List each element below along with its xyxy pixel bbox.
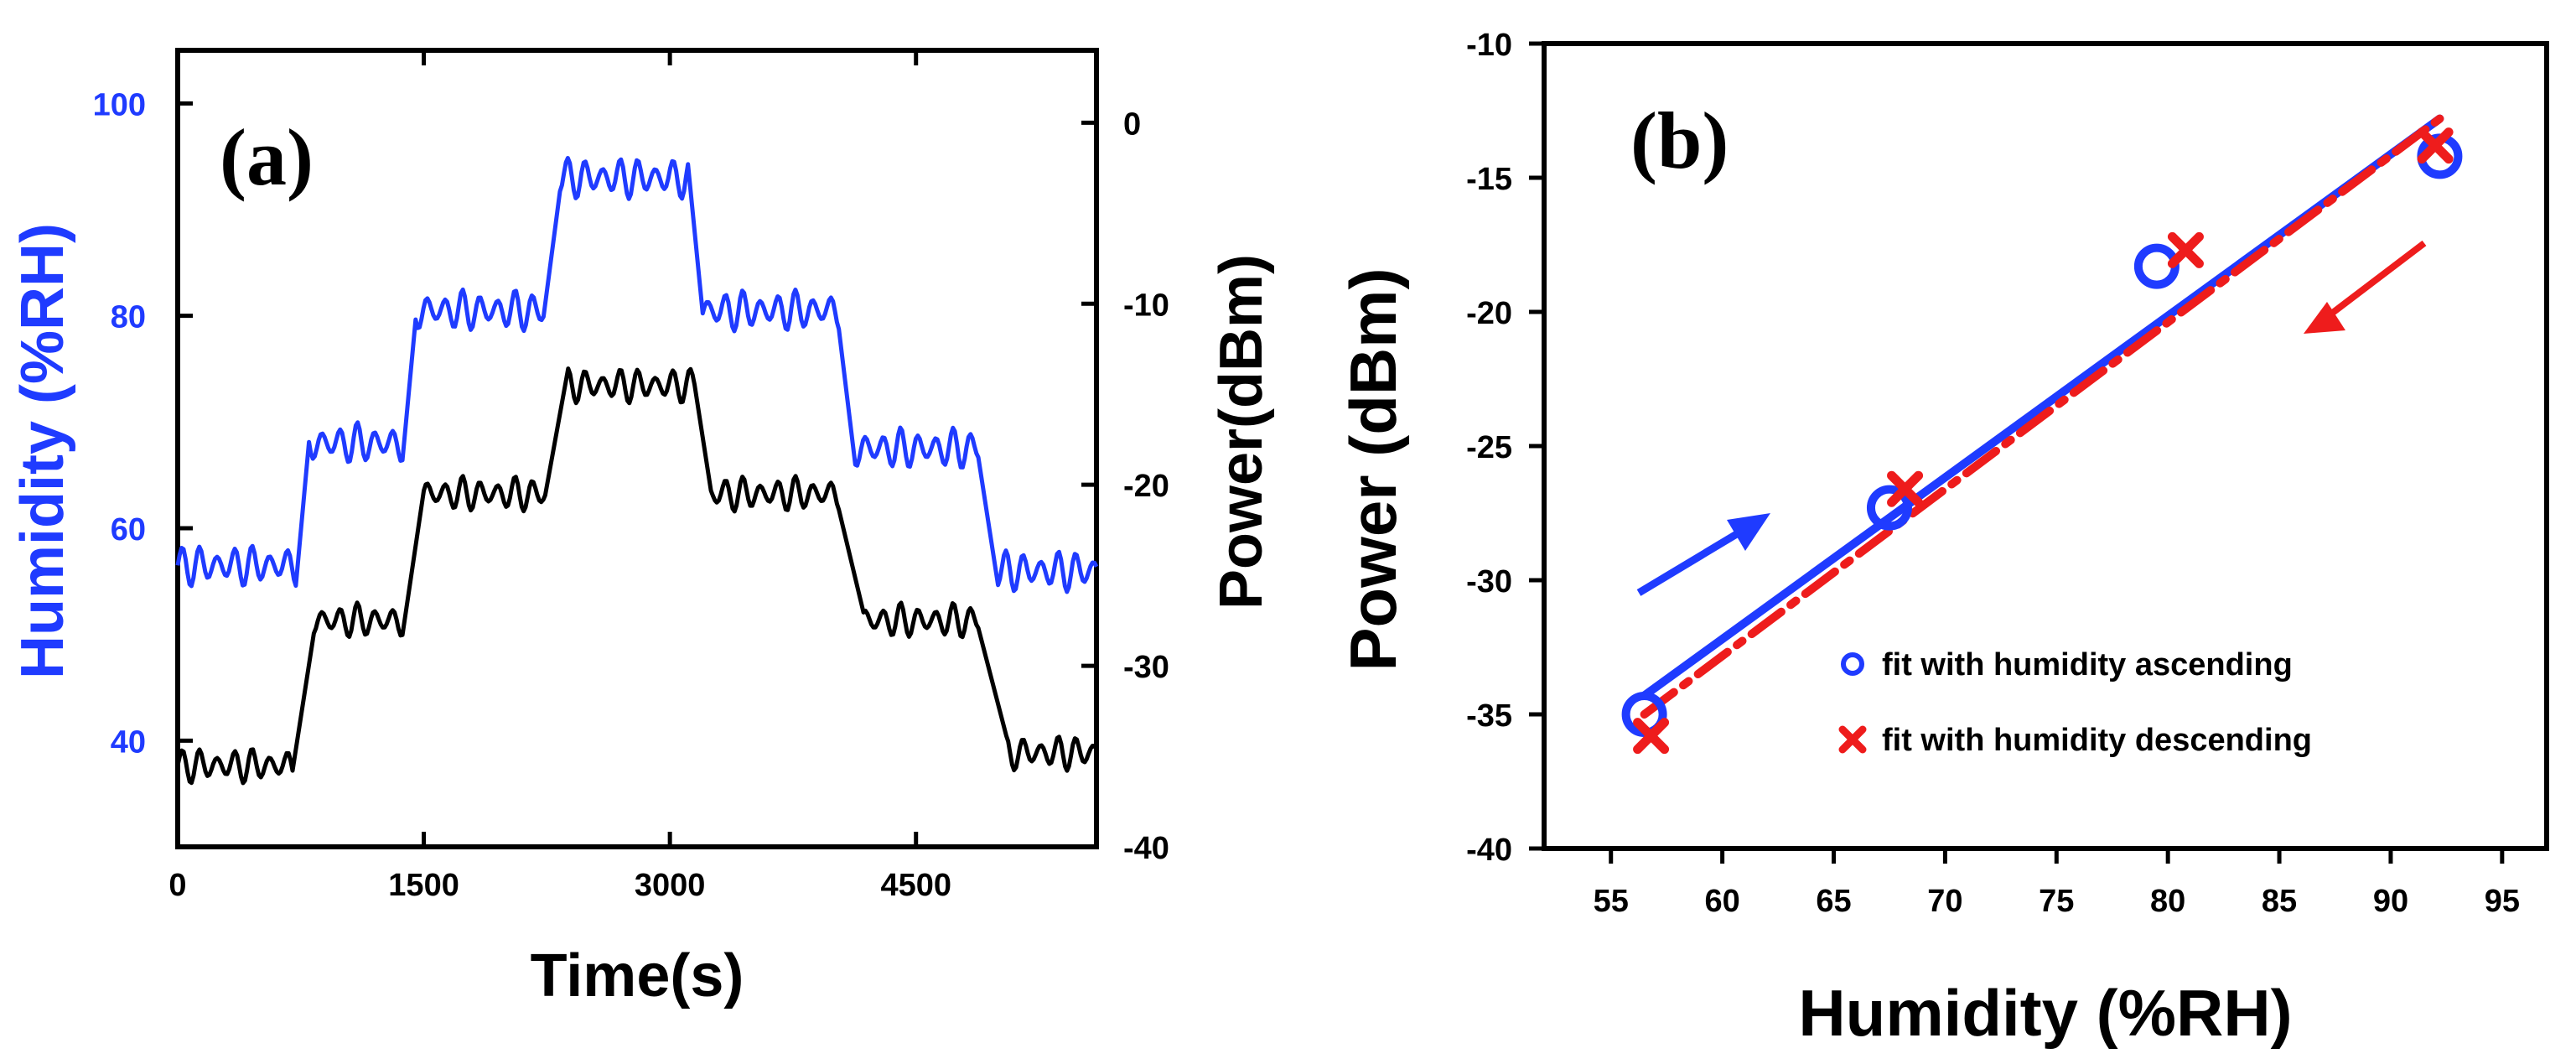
descending-arrow	[2304, 240, 2427, 334]
x-tick-label: 70	[1927, 884, 1962, 919]
line-humidity	[175, 156, 1099, 594]
panel-a-label: (a)	[220, 112, 314, 202]
legend-circle-marker	[1841, 652, 1864, 676]
x-stroke	[2417, 127, 2454, 164]
panel-b: 55 60 65 70 75 80 85 90 95-10-15-20-25-30-35-40 …	[1336, 28, 2549, 1050]
panel-a-frame	[175, 48, 1099, 849]
panel-a-ylabel-left: Humidity (%RH)	[9, 223, 76, 679]
y-right-tick-label: 0	[1123, 106, 1141, 142]
y-tick-label: -30	[1466, 564, 1512, 599]
x-tick-label: 75	[2039, 884, 2074, 919]
legend-ascending: fit with humidity ascending	[1882, 647, 2293, 683]
y-left-tick-label: 80	[111, 300, 146, 335]
panel-b-series	[1621, 114, 2463, 755]
y-right-tick-label: -20	[1123, 469, 1169, 504]
y-tick-label: -10	[1466, 28, 1512, 63]
x-tick-label: 95	[2485, 884, 2520, 919]
x-tick-label: 55	[1594, 884, 1629, 919]
point-ascending	[1866, 485, 1912, 531]
x-tick-label: 80	[2150, 884, 2185, 919]
y-left-tick-label: 60	[111, 512, 146, 548]
x-tick-label: 65	[1816, 884, 1851, 919]
panel-b-label: (b)	[1630, 96, 1729, 185]
panel-a-xlabel: Time(s)	[531, 942, 744, 1010]
point-descending	[1887, 470, 1924, 507]
x-tick-label: 85	[2262, 884, 2297, 919]
panel-b-ticks: 55 60 65 70 75 80 85 90 95 -10 -15 -20 -25 -30 -35 -40	[1466, 28, 2520, 919]
panel-b-xlabel: Humidity (%RH)	[1798, 976, 2292, 1050]
point-descending	[2417, 127, 2454, 164]
y-tick-label: -20	[1466, 296, 1512, 331]
point-descending	[1633, 718, 1670, 755]
point-descending	[2167, 231, 2204, 268]
y-left-tick-label: 100	[93, 87, 146, 122]
line-power	[175, 366, 1099, 786]
panel-b-legend: fit with humidity ascending fit with hum…	[1838, 647, 2312, 758]
x-stroke	[1887, 470, 1924, 507]
y-right-tick-label: -40	[1123, 831, 1169, 866]
x-stroke	[1633, 718, 1670, 755]
x-tick-label: 1500	[388, 868, 459, 903]
x-tick-label: 0	[168, 868, 186, 903]
y-tick-label: -35	[1466, 698, 1512, 734]
legend-x-marker	[1838, 725, 1867, 754]
panel-b-ylabel: Power (dBm)	[1336, 267, 1410, 671]
x-tick-label: 3000	[635, 868, 706, 903]
panel-a-series	[175, 156, 1099, 786]
fit-line-descending	[1640, 114, 2444, 719]
panel-a-ticks: 0 1500 3000 4500 40 60 80 100 0 -10 -20 -30 -40	[93, 50, 1169, 903]
y-tick-label: -15	[1466, 162, 1512, 197]
y-left-tick-label: 40	[111, 724, 146, 760]
x-tick-label: 4500	[880, 868, 951, 903]
y-tick-label: -25	[1466, 430, 1512, 465]
ascending-arrow	[1636, 513, 1770, 596]
y-tick-label: -40	[1466, 833, 1512, 868]
fit-line-ascending	[1640, 114, 2444, 700]
y-right-tick-label: -30	[1123, 650, 1169, 685]
x-tick-label: 90	[2373, 884, 2408, 919]
x-stroke	[2167, 231, 2204, 268]
legend-descending: fit with humidity descending	[1882, 723, 2312, 758]
panel-a-ylabel-right: Power(dBm)	[1208, 254, 1275, 610]
y-right-tick-label: -10	[1123, 288, 1169, 323]
x-tick-label: 60	[1704, 884, 1739, 919]
